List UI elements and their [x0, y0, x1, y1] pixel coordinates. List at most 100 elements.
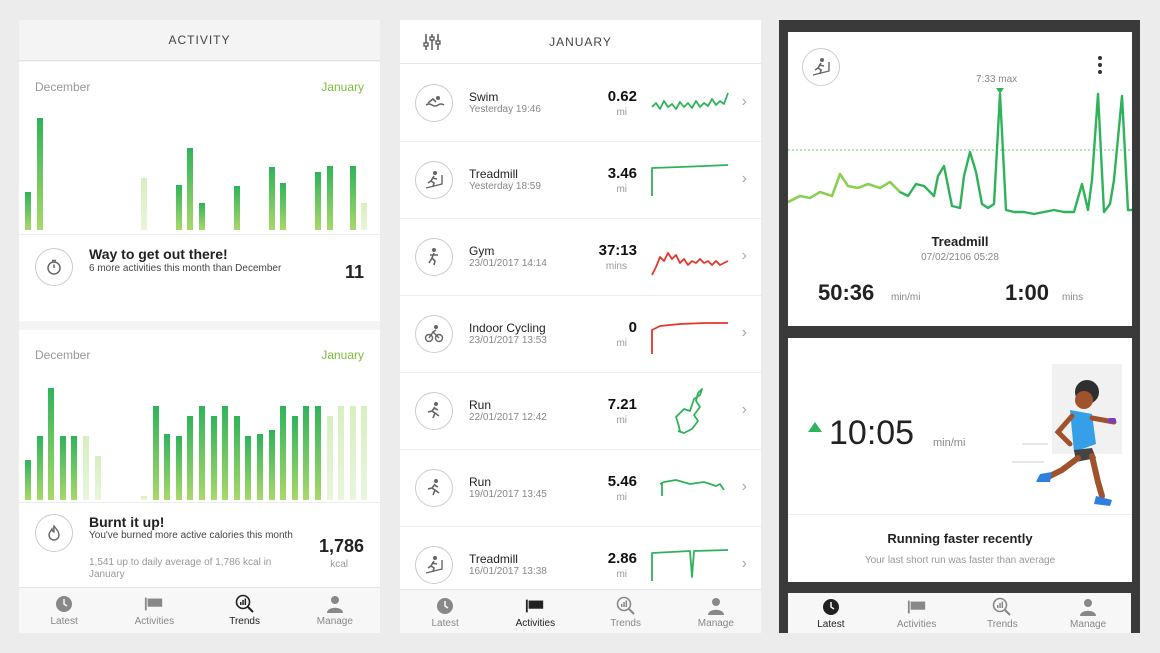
chevron-right-icon: ›: [741, 478, 747, 495]
clock-icon: [821, 597, 841, 617]
tab-activities[interactable]: Activities: [109, 588, 199, 633]
chart-bar: [315, 172, 321, 230]
activity-name: Treadmill: [469, 167, 518, 181]
cycling-icon: [415, 315, 453, 353]
chart-bar: [222, 406, 229, 500]
prev-month-label: December: [35, 80, 91, 94]
tab-activities[interactable]: Activities: [874, 593, 960, 633]
activity-date: 23/01/2017 13:53: [469, 335, 547, 346]
current-month-label: January: [321, 80, 364, 94]
chart-bar: [315, 406, 321, 500]
calories-card[interactable]: December January Burnt it up! You've bur…: [19, 330, 380, 588]
flame-icon: [35, 514, 73, 552]
gym-icon: [415, 238, 453, 276]
tab-trends[interactable]: Trends: [581, 590, 671, 633]
activity-row[interactable]: Treadmill Yesterday 18:59 3.46 mi ›: [400, 142, 761, 219]
activity-unit: mi: [616, 569, 627, 580]
activity-date: 23/01/2017 14:14: [469, 258, 547, 269]
tab-manage[interactable]: Manage: [290, 588, 380, 633]
card-subtext: 6 more activities this month than Decemb…: [89, 263, 282, 274]
activity-count-card[interactable]: December January Way to get out there! 6…: [19, 62, 380, 321]
stopwatch-icon: [35, 248, 73, 286]
workout-detail-card[interactable]: 7:33 max Treadmill 07/02/2106 05:28 50:3…: [788, 32, 1132, 326]
activity-sparkline: [651, 322, 728, 354]
activity-row[interactable]: Run 22/01/2017 12:42 7.21 mi ›: [400, 373, 761, 450]
chevron-right-icon: ›: [741, 170, 747, 187]
chevron-right-icon: ›: [741, 555, 747, 572]
chart-bar: [36, 436, 43, 500]
run-icon: [415, 392, 453, 430]
chart-bar: [361, 406, 368, 500]
pace-unit: min/mi: [891, 292, 921, 303]
tab-manage[interactable]: Manage: [671, 590, 761, 633]
chart-bar: [349, 406, 356, 500]
activity-name: Swim: [469, 90, 499, 104]
tab-manage[interactable]: Manage: [1045, 593, 1131, 633]
card-heading: Way to get out there!: [89, 246, 228, 262]
tab-trends[interactable]: Trends: [960, 593, 1046, 633]
bottom-tab-bar: Latest Activities Trends Manage: [400, 589, 761, 633]
activity-value: 7.21: [607, 396, 637, 413]
tab-activities[interactable]: Activities: [490, 590, 580, 633]
activity-sparkline: [651, 92, 729, 110]
chart-bar: [48, 388, 55, 500]
person-icon: [325, 594, 345, 614]
chart-bar: [36, 118, 43, 230]
chart-bar: [303, 406, 310, 500]
activity-row[interactable]: Gym 23/01/2017 14:14 37:13 mins ›: [400, 219, 761, 296]
chart-bar: [268, 167, 275, 230]
insight-subtext: Your last short run was faster than aver…: [864, 555, 1056, 566]
calories-value: 1,786: [318, 536, 364, 556]
flag-icon: [144, 594, 164, 614]
duration-value: 1:00: [1005, 280, 1050, 305]
activity-date: Yesterday 19:46: [469, 104, 541, 115]
tab-latest[interactable]: Latest: [788, 593, 874, 633]
workout-title: Treadmill: [931, 234, 989, 249]
chart-bar: [152, 406, 159, 500]
chart-bar: [94, 456, 101, 500]
activity-unit: mi: [616, 107, 627, 118]
clock-icon: [435, 596, 455, 616]
activity-row[interactable]: Swim Yesterday 19:46 0.62 mi ›: [400, 65, 761, 142]
bottom-tab-bar: Latest Activities Trends Manage: [788, 593, 1131, 633]
calories-unit: kcal: [330, 559, 348, 570]
chart-bar: [257, 434, 263, 500]
activity-unit: mins: [605, 261, 627, 272]
treadmill-icon: [802, 48, 840, 86]
activity-row[interactable]: Indoor Cycling 23/01/2017 13:53 0 mi ›: [400, 296, 761, 373]
more-options-icon[interactable]: [1098, 56, 1102, 74]
page-title: JANUARY: [549, 34, 612, 49]
activity-row[interactable]: Run 19/01/2017 13:45 5.46 mi ›: [400, 450, 761, 527]
flag-icon: [907, 597, 927, 617]
chevron-right-icon: ›: [741, 324, 747, 341]
pace-chart: [788, 88, 1132, 216]
insight-headline: Running faster recently: [887, 531, 1033, 546]
activity-unit: mi: [616, 338, 627, 349]
chart-bar: [268, 430, 275, 500]
runner-illustration: [1012, 364, 1122, 506]
card-subtext: You've burned more active calories this …: [89, 530, 293, 541]
chart-bar: [338, 406, 345, 500]
activity-value: 3.46: [607, 165, 637, 182]
tab-trends[interactable]: Trends: [200, 588, 290, 633]
chart-bar: [25, 192, 31, 230]
prev-month-label: December: [35, 348, 91, 362]
card-subtext-secondary: 1,541 up to daily average of 1,786 kcal …: [89, 557, 272, 580]
activity-value: 37:13: [598, 242, 637, 259]
chevron-right-icon: ›: [741, 93, 747, 110]
chevron-right-icon: ›: [741, 247, 747, 264]
filter-icon[interactable]: [422, 32, 442, 52]
activity-name: Treadmill: [469, 552, 518, 566]
duration-unit: mins: [1062, 292, 1084, 303]
chart-bar: [83, 436, 89, 500]
tab-latest[interactable]: Latest: [400, 590, 490, 633]
chart-bar: [349, 166, 356, 230]
activity-date: Yesterday 18:59: [469, 181, 541, 192]
activity-unit: mi: [616, 184, 627, 195]
bottom-tab-bar: Latest Activities Trends Manage: [19, 587, 380, 633]
insight-card[interactable]: 10:05 min/mi Running faster recently You…: [788, 338, 1132, 582]
trends-icon: [616, 596, 636, 616]
tab-latest[interactable]: Latest: [19, 588, 109, 633]
chart-bar: [71, 436, 78, 500]
activity-count: 11: [344, 262, 364, 282]
